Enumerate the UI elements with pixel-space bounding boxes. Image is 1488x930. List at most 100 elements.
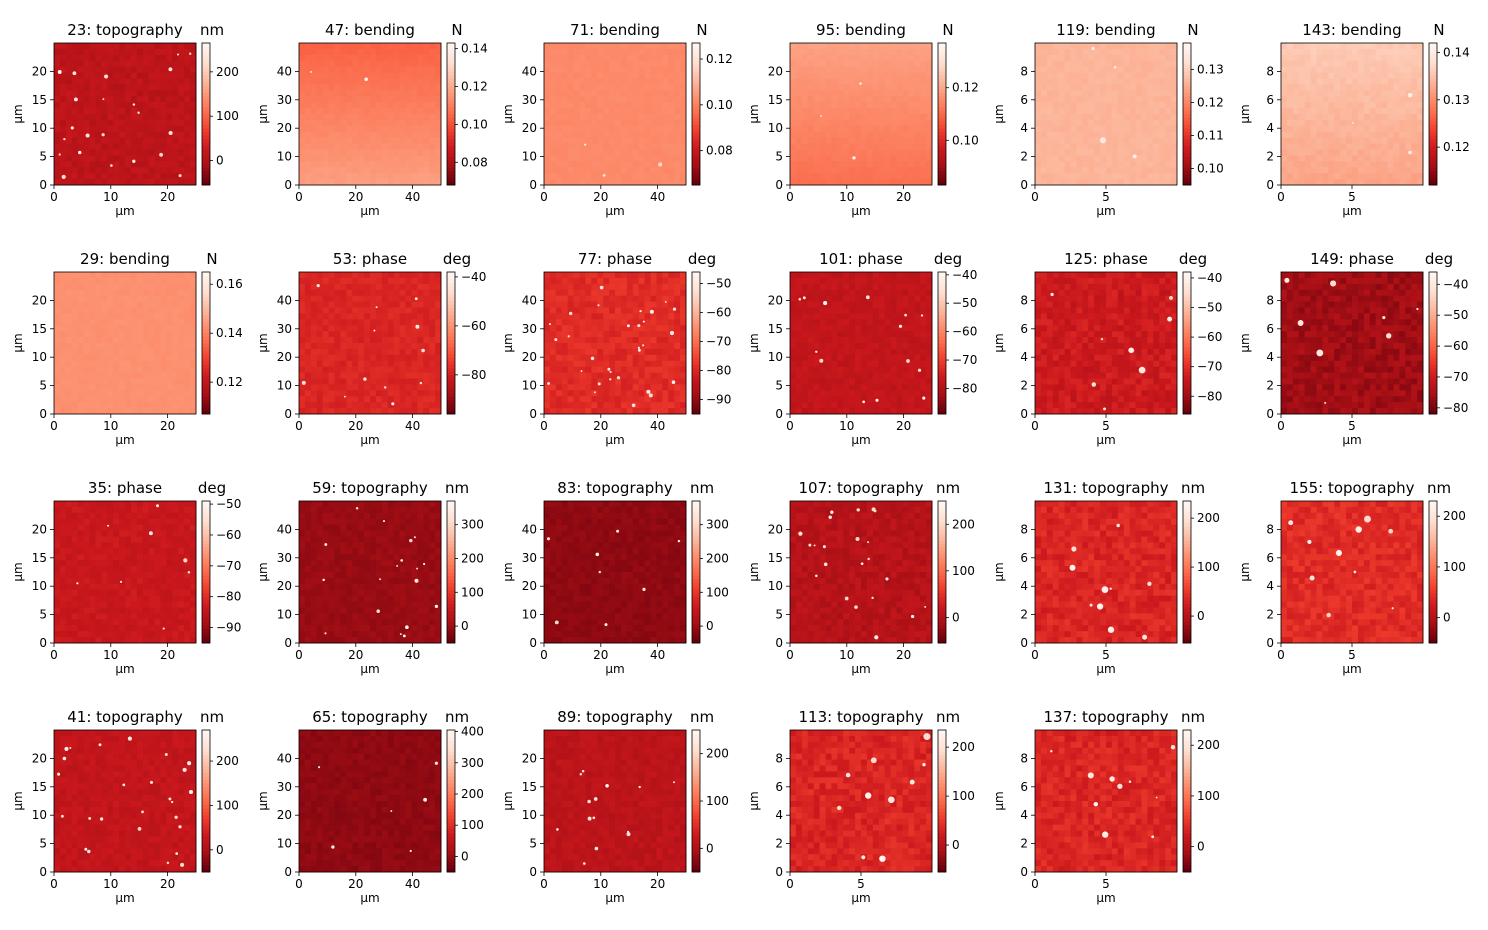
heatmap-cell bbox=[813, 54, 820, 62]
heatmap-cell bbox=[1286, 161, 1294, 168]
heatmap-cell bbox=[544, 72, 551, 79]
heatmap-cell bbox=[358, 60, 365, 68]
heatmap-cell bbox=[399, 108, 406, 115]
colorbar-segment bbox=[692, 85, 700, 90]
heatmap-cell bbox=[148, 289, 155, 297]
heatmap-cell bbox=[130, 149, 138, 156]
heatmap-cell bbox=[555, 54, 563, 62]
heatmap-cell bbox=[555, 108, 563, 115]
heatmap-cell bbox=[59, 408, 67, 415]
heatmap-cell bbox=[381, 307, 389, 314]
heatmap-cell bbox=[370, 272, 377, 279]
heatmap-cell bbox=[166, 408, 173, 415]
heatmap-cell bbox=[113, 173, 120, 180]
heatmap-cell bbox=[849, 125, 856, 133]
y-tick-label: 20 bbox=[32, 293, 47, 307]
heatmap-cell bbox=[142, 319, 150, 326]
heatmap-cell bbox=[1381, 131, 1388, 139]
heatmap-cell bbox=[1111, 60, 1119, 68]
colorbar-segment bbox=[938, 131, 946, 136]
heatmap-cell bbox=[1106, 66, 1113, 73]
heatmap-cell bbox=[544, 60, 551, 68]
heatmap-cell bbox=[555, 43, 563, 50]
colorbar-segment bbox=[202, 350, 210, 355]
heatmap-cell bbox=[549, 78, 557, 85]
heatmap-cell bbox=[310, 102, 318, 109]
heatmap-cell bbox=[1135, 143, 1142, 150]
heatmap-cell bbox=[1363, 119, 1371, 127]
heatmap-cell bbox=[417, 161, 424, 168]
heatmap-cell bbox=[1082, 90, 1089, 97]
heatmap-cell bbox=[1094, 173, 1101, 180]
heatmap-cell bbox=[890, 173, 897, 180]
heatmap-cell bbox=[322, 78, 329, 85]
heatmap-cell bbox=[1363, 149, 1371, 156]
heatmap-cell bbox=[573, 96, 580, 103]
heatmap-cell bbox=[549, 119, 557, 127]
heatmap-cell bbox=[902, 84, 909, 91]
heatmap-cell bbox=[423, 43, 430, 50]
colorbar-segment bbox=[1183, 149, 1191, 154]
heatmap-cell bbox=[1363, 72, 1371, 79]
heatmap-cell bbox=[1088, 149, 1095, 156]
heatmap-cell bbox=[358, 66, 365, 73]
heatmap-cell bbox=[101, 102, 108, 109]
heatmap-cell bbox=[807, 54, 815, 62]
heatmap-cell bbox=[77, 384, 84, 391]
heatmap-cell bbox=[837, 167, 844, 174]
heatmap-cell bbox=[113, 343, 120, 350]
heatmap-cell bbox=[304, 137, 312, 144]
heatmap-cell bbox=[77, 277, 84, 285]
heatmap-cell bbox=[316, 114, 324, 121]
heatmap-cell bbox=[358, 54, 365, 62]
y-tick-label: 20 bbox=[277, 121, 292, 135]
heatmap-cell bbox=[54, 289, 61, 297]
heatmap-cell bbox=[1298, 48, 1306, 56]
heatmap-cell bbox=[130, 402, 138, 409]
heatmap-cell bbox=[1082, 114, 1089, 121]
heatmap-cell bbox=[1100, 167, 1107, 174]
heatmap-cell bbox=[83, 348, 90, 356]
heatmap-cell bbox=[896, 131, 903, 139]
heatmap-cell bbox=[579, 173, 586, 180]
y-tick-label: 40 bbox=[522, 64, 537, 78]
heatmap-cell bbox=[567, 173, 574, 180]
colorbar-segment bbox=[447, 114, 455, 118]
heatmap-cell bbox=[585, 96, 592, 103]
heatmap-cell bbox=[878, 131, 886, 139]
heatmap-cell bbox=[405, 337, 412, 344]
heatmap-cell bbox=[1052, 84, 1060, 91]
colorbar-segment bbox=[202, 389, 210, 394]
heatmap-cell bbox=[1346, 78, 1353, 85]
heatmap-cell bbox=[154, 337, 161, 344]
heatmap-cell bbox=[896, 155, 903, 162]
heatmap-cell bbox=[555, 48, 563, 56]
heatmap-cell bbox=[1165, 125, 1172, 133]
heatmap-cell bbox=[790, 119, 797, 127]
heatmap-cell bbox=[77, 102, 84, 109]
heatmap-cell bbox=[1399, 173, 1406, 180]
heatmap-cell bbox=[1088, 48, 1095, 56]
heatmap-cell bbox=[872, 90, 880, 97]
heatmap-cell bbox=[1405, 96, 1412, 103]
heatmap-cell bbox=[1147, 149, 1154, 156]
heatmap-cell bbox=[609, 173, 616, 180]
heatmap-cell bbox=[381, 54, 389, 62]
heatmap-cell bbox=[1316, 125, 1323, 133]
heatmap-cell bbox=[561, 155, 569, 162]
heatmap-cell bbox=[399, 114, 406, 121]
heatmap-cell bbox=[1106, 173, 1113, 180]
heatmap-cell bbox=[662, 119, 669, 127]
heatmap-cell bbox=[387, 167, 395, 174]
heatmap-cell bbox=[71, 343, 79, 350]
heatmap-cell bbox=[370, 313, 377, 320]
heatmap-cell bbox=[861, 108, 868, 115]
heatmap-cell bbox=[620, 161, 628, 168]
heatmap-cell bbox=[843, 54, 850, 62]
heatmap-cell bbox=[375, 173, 383, 180]
heatmap-cell bbox=[399, 72, 406, 79]
heatmap-cell bbox=[615, 108, 622, 115]
heatmap-cell bbox=[790, 60, 797, 68]
heatmap-cell bbox=[340, 360, 347, 368]
panel-title: 95: bending bbox=[816, 21, 906, 39]
